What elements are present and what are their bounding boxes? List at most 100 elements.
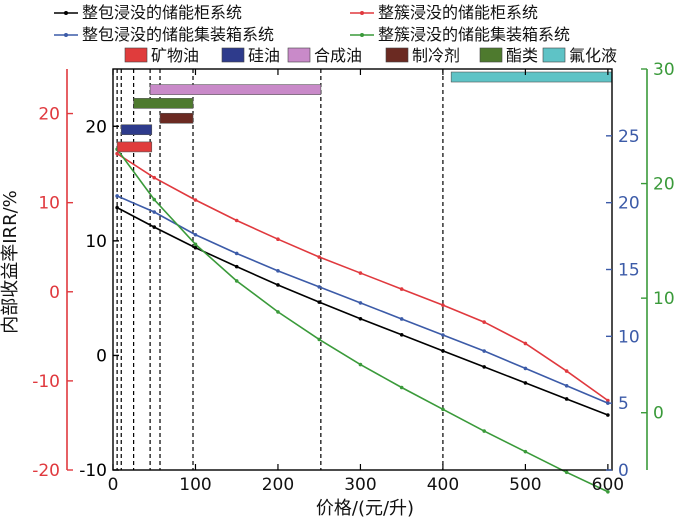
series-point	[399, 385, 404, 390]
series-point	[523, 381, 528, 385]
legend-marker	[64, 11, 68, 15]
legend-series-label: 整簇浸没的储能集装箱系统	[378, 25, 570, 44]
price-range-bar	[149, 84, 322, 95]
series-point	[399, 333, 404, 337]
legend-range-swatch	[385, 47, 409, 63]
series-point	[564, 383, 569, 388]
series-point	[482, 320, 486, 324]
series-point	[564, 470, 569, 475]
green-axis-tick-label: 0	[653, 404, 664, 424]
blue-axis-tick-label: 10	[618, 327, 640, 347]
axes-layer: 0 100 200 300 400 500 600-1001020-20-100102005…	[32, 60, 674, 495]
series-point	[317, 255, 321, 259]
legend-marker	[360, 11, 364, 15]
series-point	[152, 175, 157, 180]
legend-series-label: 整包浸没的储能集装箱系统	[82, 25, 274, 44]
legend-marker	[360, 33, 364, 37]
black-axis-tick-label: -10	[79, 461, 107, 481]
series-point	[441, 333, 445, 337]
green-axis-tick-label: 30	[653, 60, 675, 80]
legend-range-swatch	[287, 47, 311, 63]
x-tick-label: 400	[427, 475, 459, 495]
series-point	[234, 279, 239, 283]
legend-range-label: 氟化液	[569, 46, 617, 65]
legend-series-label: 整包浸没的储能柜系统	[82, 3, 242, 22]
red-axis-tick-label: 20	[38, 105, 60, 125]
plot-frame	[112, 68, 613, 471]
series-line	[116, 148, 609, 493]
series-point	[193, 232, 198, 237]
legend-range-label: 酯类	[506, 46, 538, 65]
legend-series-label: 整簇浸没的储能柜系统	[378, 3, 538, 22]
series-point	[152, 197, 157, 202]
x-tick-label: 0	[108, 475, 119, 495]
series-line	[116, 195, 609, 404]
series-point	[358, 316, 363, 321]
series-point	[482, 349, 486, 353]
price-range-layer	[116, 71, 613, 153]
series-point	[523, 366, 528, 371]
x-tick-label: 300	[344, 475, 376, 495]
series-point	[234, 264, 239, 269]
series-point	[276, 283, 280, 287]
legend-range-swatch	[221, 47, 245, 63]
blue-axis-tick-label: 0	[618, 461, 629, 481]
series-layer	[115, 69, 610, 494]
price-range-bar	[159, 112, 194, 124]
x-tick-label: 500	[509, 475, 541, 495]
green-axis-tick-label: 10	[653, 289, 675, 309]
red-axis-tick-label: 0	[49, 283, 60, 303]
series-point	[276, 269, 280, 273]
series-point	[193, 242, 198, 247]
series-point	[317, 285, 321, 289]
legend-range-label: 合成油	[314, 46, 362, 65]
legend-range-label: 矿物油	[151, 46, 199, 65]
series-point	[234, 251, 239, 256]
red-axis-tick-label: -20	[32, 461, 60, 481]
series-point	[152, 210, 157, 214]
series-point	[523, 449, 528, 454]
series-point	[441, 349, 445, 353]
series-point	[441, 407, 445, 412]
series-point	[358, 271, 363, 275]
series-point	[115, 151, 119, 156]
legend-range-swatch	[479, 47, 503, 63]
series-point	[152, 225, 157, 229]
legend-marker	[64, 33, 68, 37]
series-point	[523, 341, 528, 346]
legend-range-label: 制冷剂	[412, 46, 460, 65]
blue-axis-tick-label: 25	[618, 127, 640, 147]
series-point	[606, 489, 610, 494]
y-axis-label: 内部收益率IRR/%	[0, 190, 21, 334]
black-axis-tick-label: 20	[85, 117, 107, 137]
series-point	[564, 369, 569, 373]
legend-range-label: 硅油	[248, 46, 280, 65]
series-point	[276, 310, 280, 314]
legend-range-swatch	[542, 47, 566, 63]
black-axis-tick-label: 10	[85, 232, 107, 252]
series-line	[116, 152, 609, 402]
series-point	[399, 287, 404, 291]
legend-range-swatch	[124, 47, 148, 63]
price-range-bar	[116, 141, 153, 153]
series-point	[115, 194, 119, 198]
red-axis-tick-label: -10	[32, 372, 60, 392]
series-point	[193, 245, 198, 250]
green-axis-tick-label: 20	[653, 175, 675, 195]
series-point	[606, 413, 610, 417]
black-axis-tick-label: 0	[96, 346, 107, 366]
x-tick-label: 100	[179, 475, 211, 495]
series-point	[399, 317, 404, 321]
red-axis-tick-label: 10	[38, 194, 60, 214]
blue-axis-tick-label: 15	[618, 261, 640, 281]
series-point	[358, 362, 363, 367]
x-axis-label: 价格/(元/升)	[316, 498, 414, 519]
series-point	[482, 365, 486, 369]
series-point	[234, 218, 239, 223]
series-point	[441, 303, 445, 307]
series-point	[193, 198, 198, 202]
series-point	[276, 237, 280, 242]
price-range-bar	[120, 124, 153, 136]
